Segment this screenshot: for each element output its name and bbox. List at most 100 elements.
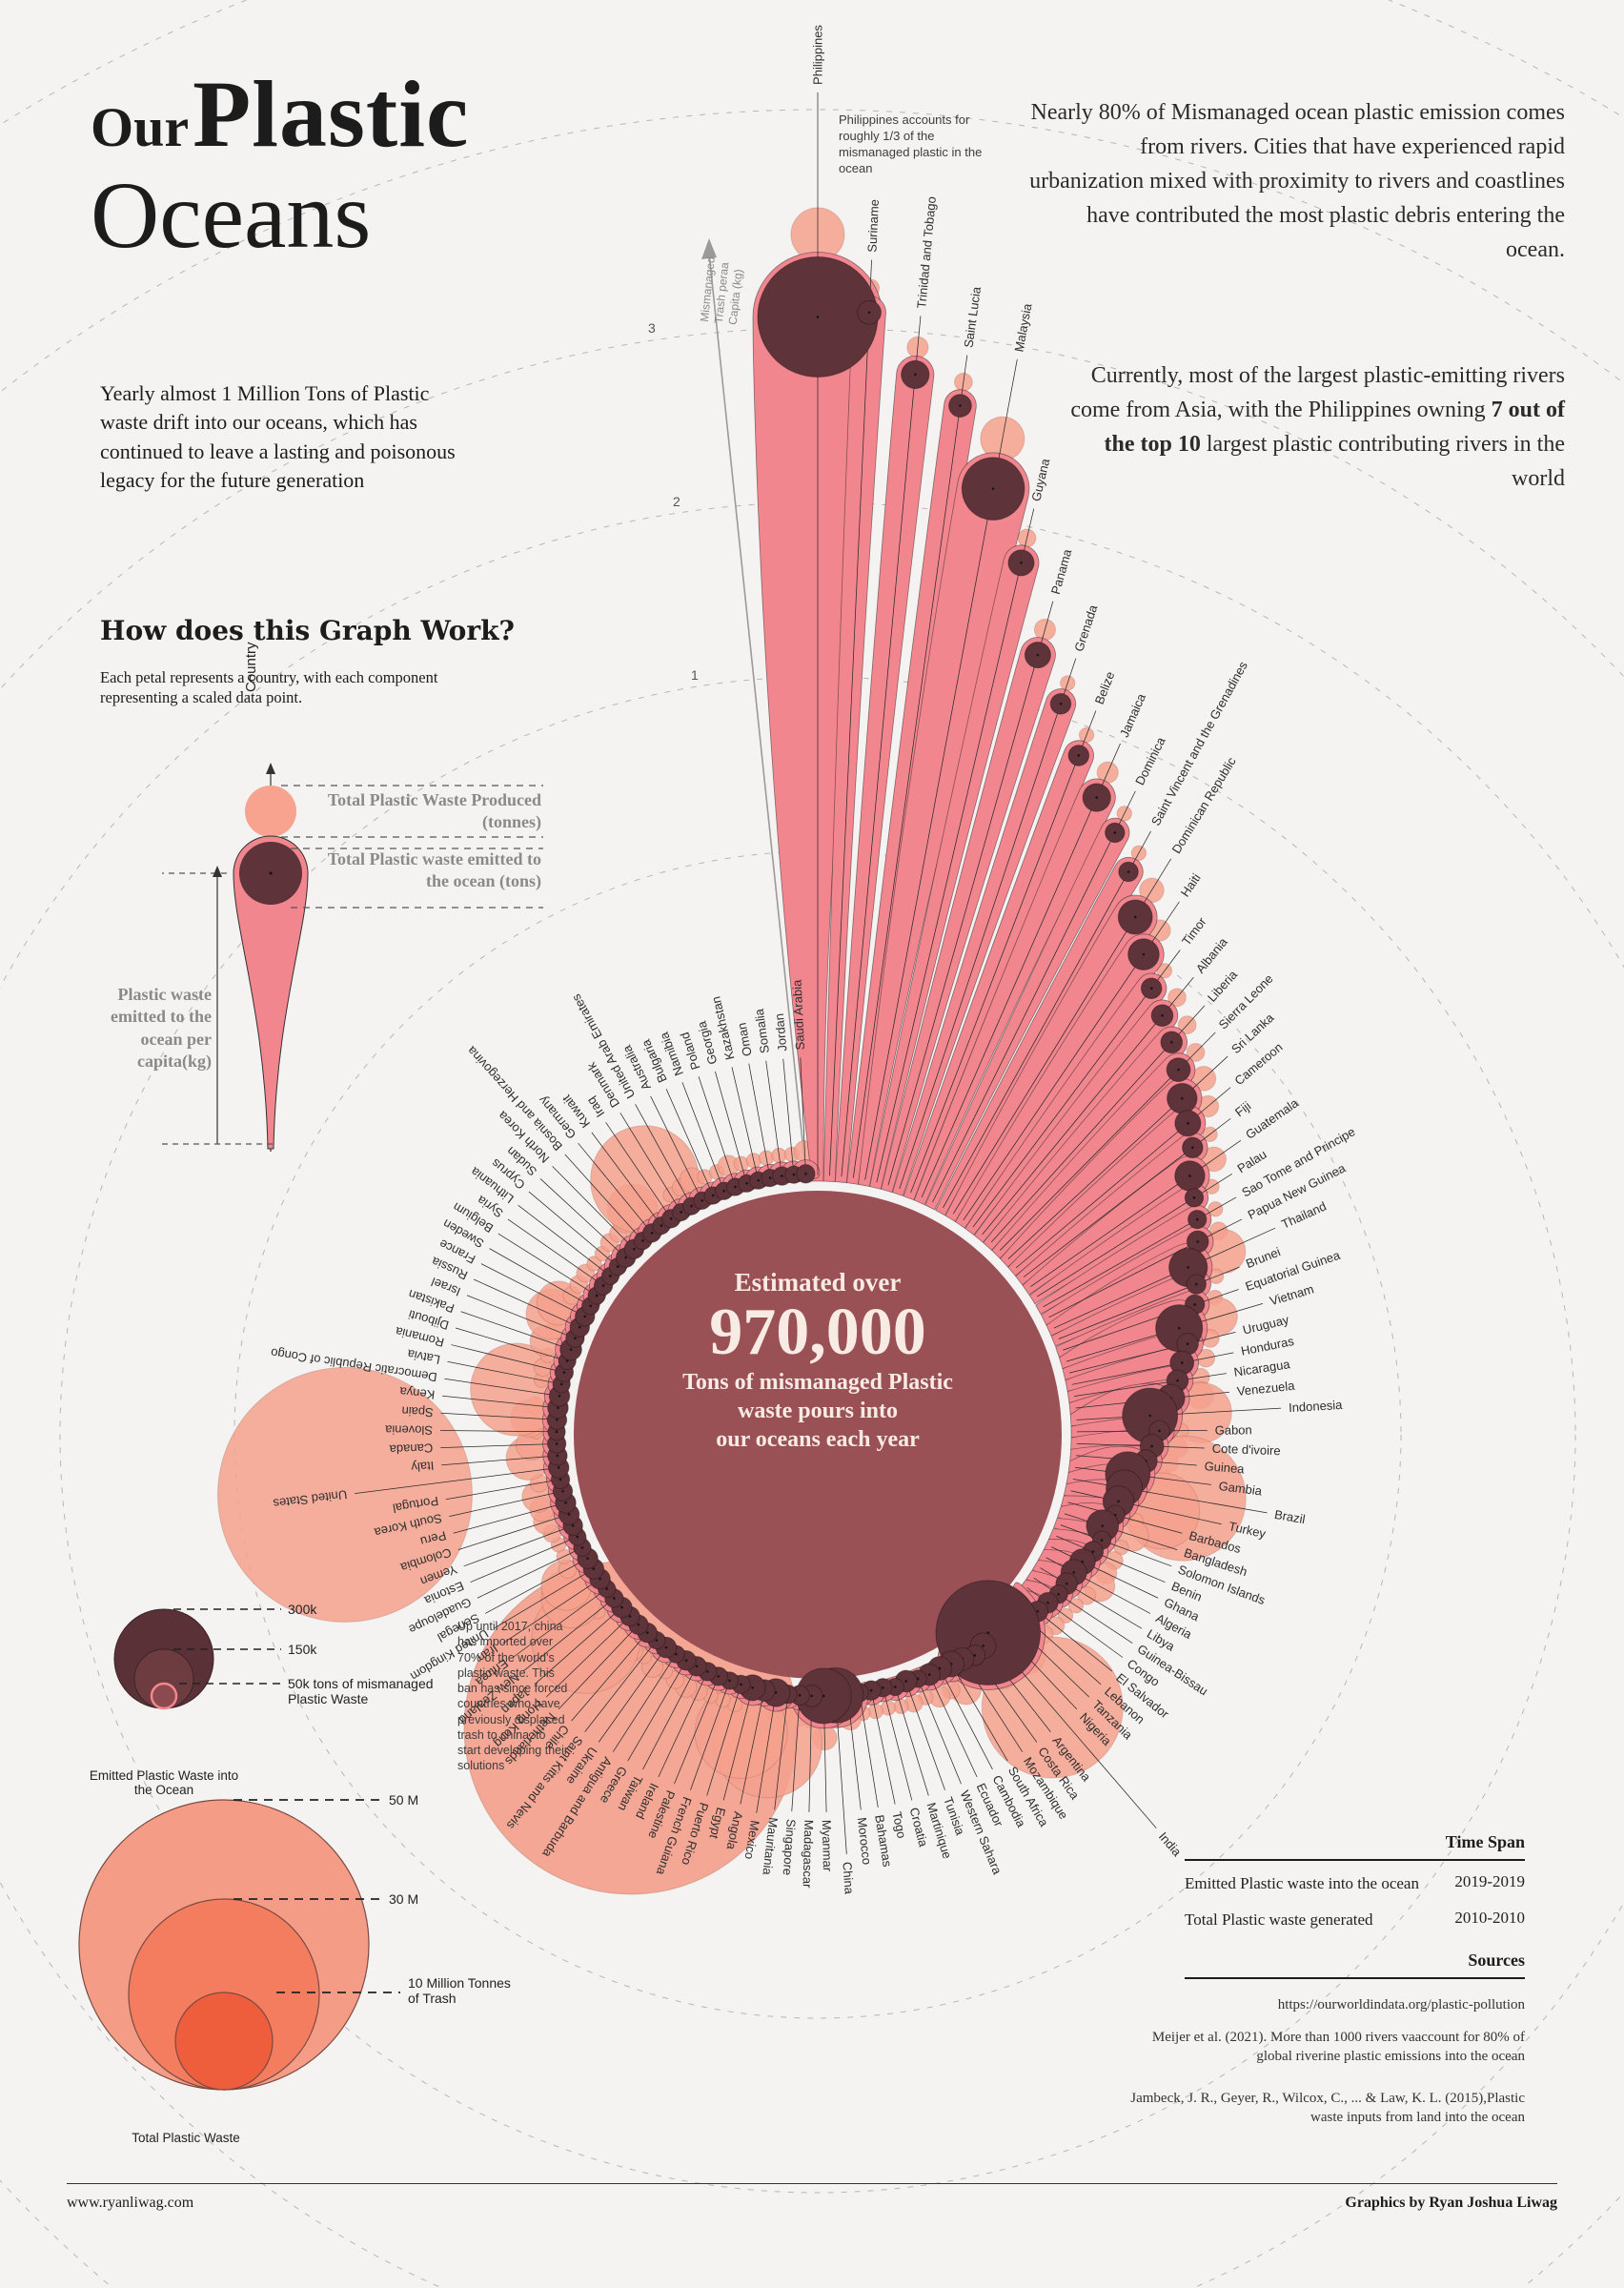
spoke [442,1395,560,1409]
country-label: Jamaica [1117,691,1148,740]
footer-divider [67,2183,1557,2184]
source-meijer: Meijer et al. (2021). More than 1000 riv… [1151,2030,1525,2064]
timespan-rule [1185,1859,1525,1861]
country-label: Myanmar [820,1820,835,1872]
rivers-paragraph: Nearly 80% of Mismanaged ocean plastic e… [1029,100,1565,262]
spoke [740,1688,765,1805]
spoke [681,1082,725,1194]
country-label: Suriname [864,199,882,253]
spoke [444,1378,562,1397]
spoke [841,316,922,1177]
asia-paragraph: Currently, most of the largest plastic-e… [1067,358,1565,496]
legend-30m: 30 M [389,1891,419,1907]
country-label: Morocco [855,1816,875,1865]
asia-paragraph-post: largest plastic contributing rivers in t… [1200,432,1565,491]
spoke [904,1678,945,1790]
country-label: Vietnam [1269,1281,1316,1308]
country-label: Brunei [1244,1244,1283,1271]
spoke [493,1567,596,1629]
spoke [1033,1577,1133,1644]
petal [924,817,1130,1211]
country-label: China [840,1861,856,1895]
spoke [578,1142,654,1236]
spoke [489,1248,593,1308]
axis-tick-2: 2 [673,494,680,509]
spoke [674,1674,720,1785]
country-label: Uruguay [1241,1312,1290,1337]
spoke [451,1344,566,1374]
country-label: Guatemala [1243,1095,1301,1142]
source-url[interactable]: https://ourworldindata.org/plastic-pollu… [1277,1997,1525,2012]
spoke [1040,1567,1143,1629]
footer-credit: Graphics by Ryan Joshua Liwag [1345,2195,1557,2211]
title-plastic: Plastic [193,61,470,167]
spoke [1067,1502,1183,1534]
country-label: Venezuela [1236,1379,1296,1399]
spoke [829,259,872,1176]
center-pre: Estimated over [734,1268,902,1297]
country-label: Guinea [1204,1459,1246,1476]
spoke [1062,1289,1239,1351]
spoke [612,1652,678,1752]
percapita-axis [701,238,807,1178]
sources-title: Sources [1468,1951,1525,1970]
spoke [722,1685,754,1801]
country-label: Oman [734,1022,754,1058]
country-label: Honduras [1240,1334,1296,1358]
spoke [558,1623,640,1710]
country-label: Timor [1179,914,1209,949]
spoke [564,1154,645,1243]
spoke [456,1327,570,1362]
spoke [539,1178,628,1259]
produced-size-legend [78,1799,400,2091]
spoke [852,355,968,1178]
spoke [466,1295,578,1339]
spoke [650,1095,703,1203]
country-label: Guyana [1028,457,1052,502]
petal [891,688,1077,1196]
spoke [921,743,1121,1197]
spoke [552,1166,637,1251]
spoke [1053,1227,1276,1329]
spoke [926,1669,978,1778]
spoke [893,1682,929,1796]
diagram-percapita-label: Plastic waste emitted to the ocean per c… [111,985,212,1072]
spoke [440,1430,559,1433]
legend-10m: 10 Million Tonnes of Trash [408,1975,511,2006]
spoke [1076,1407,1282,1420]
country-label: Saudi Arabia [790,979,807,1051]
spoke [1073,1373,1227,1397]
spoke [715,1071,748,1186]
spoke [441,1455,559,1466]
country-label: Latvia [405,1347,441,1368]
center-statistic: Estimated over 970,000 Tons of mismanage… [627,1268,1008,1454]
spoke [706,1682,742,1796]
axis-arrow-icon [701,238,717,259]
spoke [522,1596,617,1672]
page-title: Our Plastic [91,59,469,169]
spoke [440,1442,559,1448]
spoke [1056,1535,1166,1583]
spoke [765,1060,783,1178]
asia-paragraph-bold: 7 out of the top 10 [1104,398,1565,457]
title-our: Our [91,96,190,158]
spoke [1060,1524,1172,1567]
spoke [899,658,1077,1190]
timespan-row-label: Total Plastic waste generated [1185,1910,1373,1929]
country-label: Palau [1235,1147,1269,1175]
timespan-row-label: Emitted Plastic waste into the ocean [1185,1874,1419,1892]
country-label: Turkey [1228,1519,1268,1541]
spoke [480,1263,587,1318]
country-label: Cote d'ivoire [1212,1441,1281,1458]
diagram-produced-label: Total Plastic Waste Produced (tonnes) [327,790,541,832]
country-label: Saint Lucia [961,285,984,349]
source-jambeck: Jambeck, J. R., Geyer, R., Wilcox, C., .… [1130,2091,1525,2125]
spoke [571,1630,649,1722]
spoke [800,1057,806,1176]
spoke [534,1605,624,1685]
spoke [870,1688,896,1805]
footer-website[interactable]: www.ryanliwag.com [67,2195,194,2211]
country-label: Gabon [1215,1422,1252,1437]
country-label: Philippines [811,25,825,85]
spoke [1071,1352,1234,1385]
